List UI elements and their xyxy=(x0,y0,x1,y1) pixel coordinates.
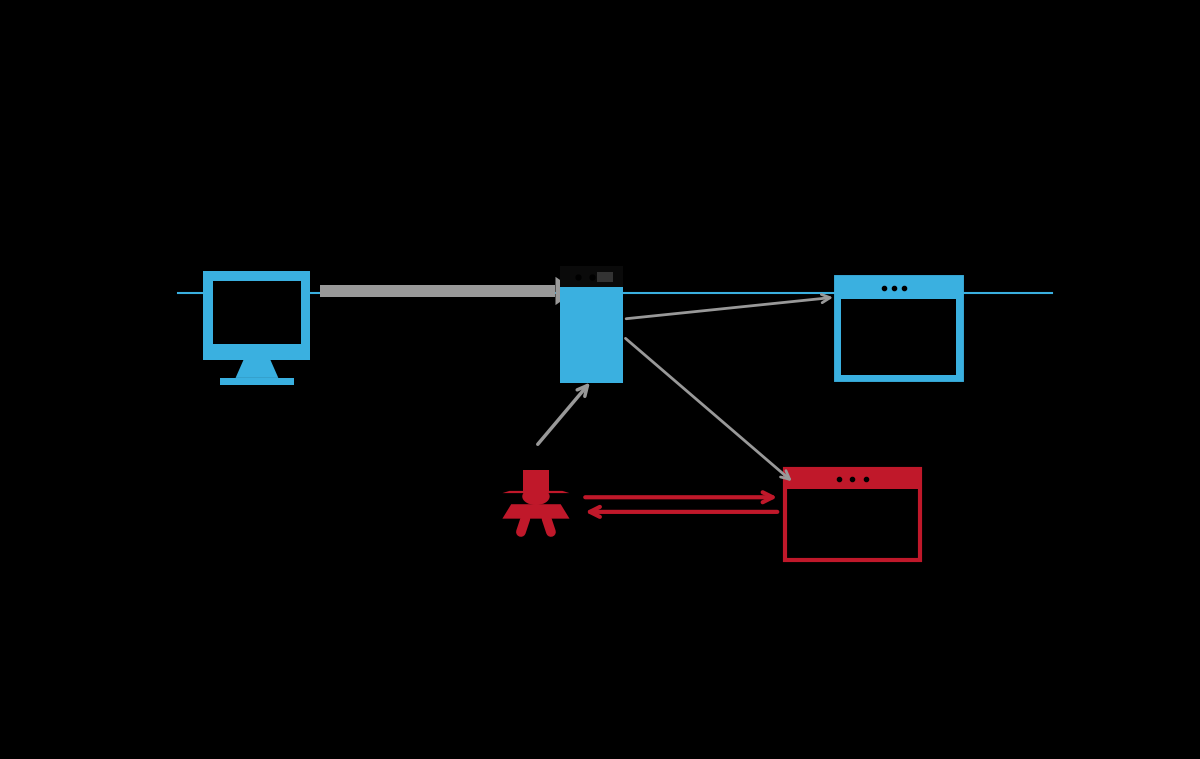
Bar xyxy=(204,271,311,360)
Polygon shape xyxy=(556,277,576,305)
Polygon shape xyxy=(235,360,278,378)
Bar xyxy=(560,266,623,383)
Circle shape xyxy=(522,488,550,505)
Polygon shape xyxy=(503,491,570,493)
Bar xyxy=(836,276,961,379)
Bar xyxy=(214,281,301,345)
Bar xyxy=(785,470,919,560)
Bar xyxy=(523,470,550,491)
Bar xyxy=(596,272,613,282)
Polygon shape xyxy=(503,504,570,518)
Bar xyxy=(785,470,919,490)
Bar xyxy=(841,299,956,375)
Bar xyxy=(220,378,294,385)
Bar xyxy=(319,285,556,298)
Bar xyxy=(560,266,623,288)
